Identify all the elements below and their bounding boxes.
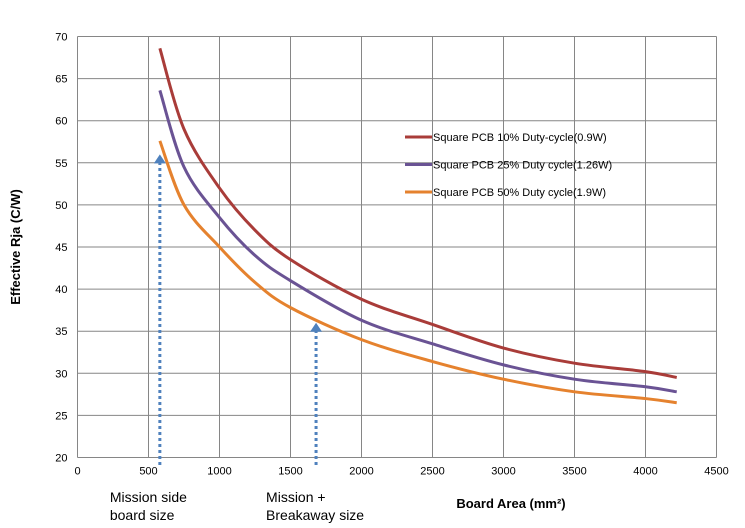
annotation-label: Mission +	[266, 489, 326, 505]
x-tick-label: 1500	[278, 466, 302, 478]
grid	[77, 36, 717, 458]
arrow-head-icon	[153, 154, 166, 164]
series-lines	[158, 47, 678, 405]
y-tick-label: 25	[55, 410, 67, 422]
x-tick-label: 2500	[420, 466, 444, 478]
legend-label: Square PCB 10% Duty-cycle(0.9W)	[433, 132, 607, 144]
legend-label: Square PCB 25% Duty cycle(1.26W)	[433, 160, 612, 172]
legend: Square PCB 10% Duty-cycle(0.9W) Square PC…	[405, 132, 612, 199]
x-tick-label: 0	[74, 466, 80, 478]
y-axis-label: Effective Rja (C/W)	[8, 189, 23, 305]
x-axis-label: Board Area (mm²)	[456, 496, 565, 511]
y-tick-label: 20	[55, 453, 67, 465]
y-tick-label: 60	[55, 116, 67, 128]
legend-label: Square PCB 50% Duty cycle(1.9W)	[433, 187, 606, 199]
annotation-label: board size	[110, 507, 175, 523]
y-axis-ticks: 20 25 30 35 40 45 50 55 60 65 70	[55, 32, 67, 465]
x-axis-ticks: 0 500 1000 1500 2000 2500 3000 3500 4000 4500	[74, 466, 728, 478]
series-line	[158, 89, 677, 394]
annotation-label: Breakaway size	[266, 507, 364, 523]
x-tick-label: 4500	[704, 466, 728, 478]
x-tick-label: 2000	[349, 466, 373, 478]
y-tick-label: 45	[55, 242, 67, 254]
y-tick-label: 50	[55, 200, 67, 212]
y-tick-label: 70	[55, 32, 67, 44]
y-tick-label: 30	[55, 368, 67, 380]
y-tick-label: 40	[55, 284, 67, 296]
x-tick-label: 1000	[207, 466, 231, 478]
y-tick-label: 55	[55, 158, 67, 170]
y-tick-label: 35	[55, 326, 67, 338]
y-tick-label: 65	[55, 74, 67, 86]
x-tick-label: 3000	[491, 466, 515, 478]
arrow-head-icon	[310, 322, 323, 332]
annotation-label: Mission side	[110, 489, 187, 505]
annotations: Mission side board size Mission + Breakaway…	[110, 154, 364, 523]
series-line	[158, 140, 677, 405]
series-line	[158, 47, 678, 379]
x-tick-label: 500	[139, 466, 157, 478]
x-tick-label: 3500	[562, 466, 586, 478]
x-tick-label: 4000	[633, 466, 657, 478]
